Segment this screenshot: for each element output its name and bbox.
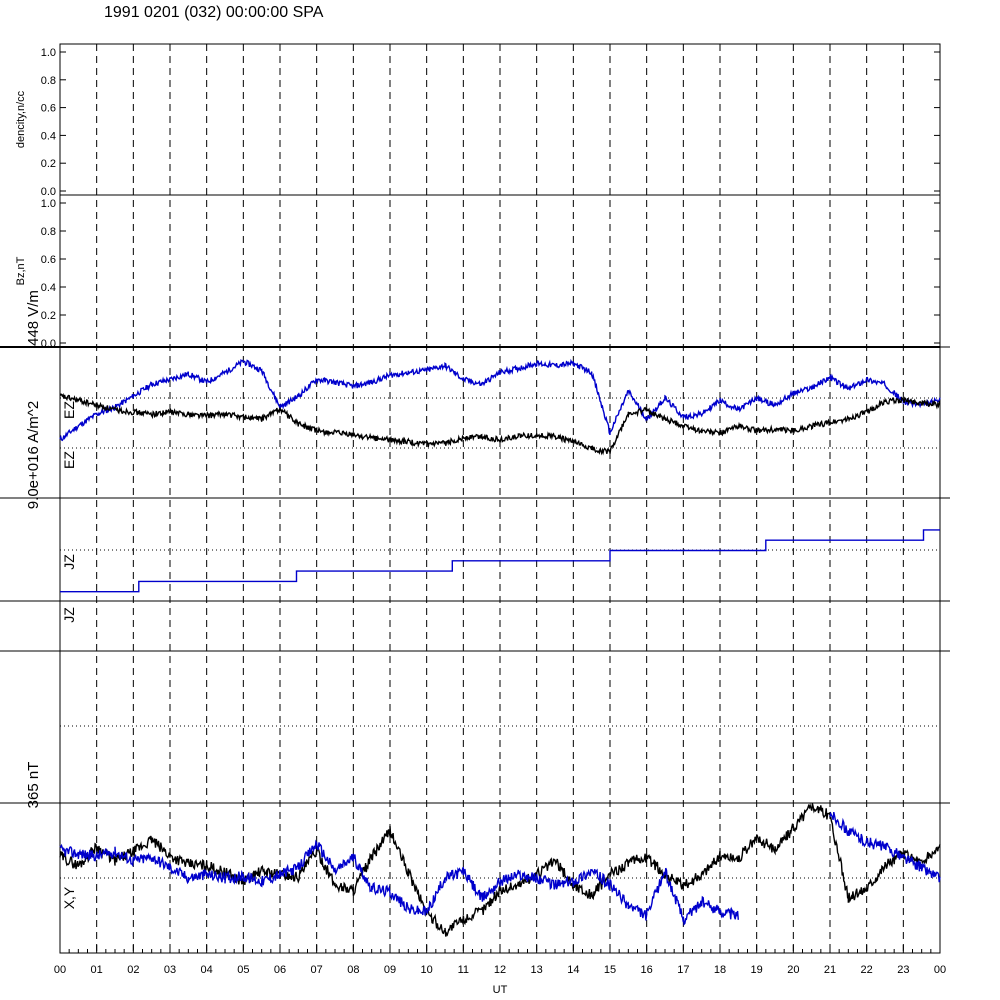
x-tick-label: 03 [164, 964, 176, 976]
y-tick-label: 0.0 [41, 186, 56, 198]
x-tick-label: 17 [677, 964, 689, 976]
x-tick-label: 13 [531, 964, 543, 976]
y-tick-label: 1.0 [41, 198, 56, 210]
x-tick-label: 00 [934, 964, 946, 976]
y-axis-label: Bz,nT [15, 256, 27, 285]
jz-side-label: JZ [61, 554, 77, 570]
y-tick-label: 0.0 [41, 338, 56, 350]
x-tick-label: 16 [641, 964, 653, 976]
x-tick-label: 21 [824, 964, 836, 976]
x-tick-label: 10 [421, 964, 433, 976]
jz-side-label-2: JZ [61, 607, 77, 623]
x-tick-label: 04 [201, 964, 213, 976]
ez-side-label-2: EZ [61, 451, 77, 469]
y-tick-label: 0.2 [41, 158, 56, 170]
x-tick-label: 06 [274, 964, 286, 976]
x-tick-label: 14 [567, 964, 579, 976]
series-line-0 [59, 358, 941, 442]
series-line-0 [59, 802, 941, 937]
xy-side-label: X,Y [61, 886, 77, 909]
y-tick-label: 0.4 [41, 282, 56, 294]
ez-scale-label: 448 V/m [25, 290, 42, 346]
x-tick-label: 08 [347, 964, 359, 976]
x-tick-label: 20 [787, 964, 799, 976]
x-axis-label: UT [493, 984, 508, 996]
series-line-1 [59, 811, 941, 926]
y-tick-label: 0.6 [41, 254, 56, 266]
x-tick-label: 00 [54, 964, 66, 976]
jz-step-line [60, 529, 940, 593]
chart-title: 1991 0201 (032) 00:00:00 SPA [104, 4, 324, 21]
x-tick-label: 11 [458, 964, 469, 976]
y-tick-label: 0.4 [41, 130, 56, 142]
series-line-1 [59, 392, 941, 456]
x-tick-label: 01 [91, 964, 103, 976]
ez-side-label: EZ [61, 401, 77, 419]
x-tick-label: 15 [604, 964, 616, 976]
y-axis-label: dencity,n/cc [15, 90, 27, 148]
x-tick-label: 22 [861, 964, 873, 976]
y-tick-label: 0.6 [41, 103, 56, 115]
x-tick-label: 02 [127, 964, 139, 976]
x-tick-label: 09 [384, 964, 396, 976]
x-tick-label: 07 [311, 964, 323, 976]
jz-scale-label: 9.0e+016 A/m^2 [25, 401, 42, 509]
y-tick-label: 1.0 [41, 47, 56, 59]
x-tick-label: 05 [237, 964, 249, 976]
x-tick-label: 12 [494, 964, 506, 976]
x-tick-label: 18 [714, 964, 726, 976]
xy-scale-label: 365 nT [25, 762, 42, 809]
y-tick-label: 0.8 [41, 226, 56, 238]
y-tick-label: 0.8 [41, 75, 56, 87]
x-tick-label: 23 [897, 964, 909, 976]
x-tick-label: 19 [751, 964, 763, 976]
y-tick-label: 0.2 [41, 310, 56, 322]
